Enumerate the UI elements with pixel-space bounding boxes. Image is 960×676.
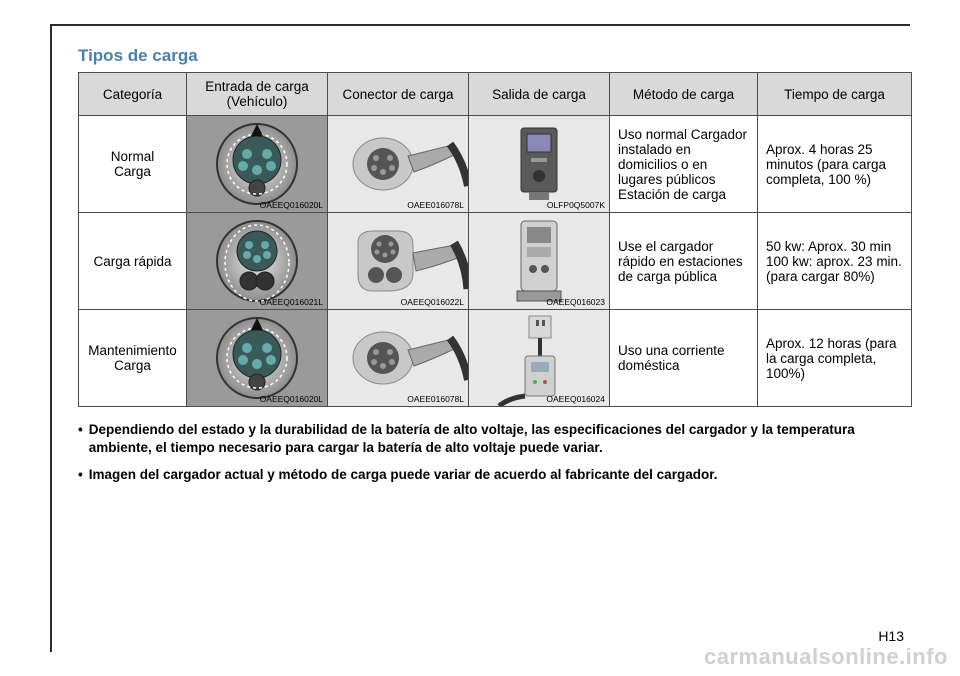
cell-method: Uso una corriente doméstica bbox=[610, 310, 758, 407]
cell-connector-image: OAEE016078L bbox=[328, 310, 469, 407]
cell-time: 50 kw: Aprox. 30 min 100 kw: aprox. 23 m… bbox=[758, 213, 912, 310]
table-row: Carga rápida bbox=[79, 213, 912, 310]
bullet-icon: • bbox=[78, 466, 83, 484]
col-method: Método de carga bbox=[610, 73, 758, 116]
col-connector: Conector de carga bbox=[328, 73, 469, 116]
page-border-top bbox=[50, 24, 910, 26]
category-text: Mantenimiento Carga bbox=[88, 343, 177, 373]
image-code: OAEEQ016021L bbox=[260, 297, 323, 307]
cell-connector-image: OAEE016078L bbox=[328, 116, 469, 213]
watermark: carmanualsonline.info bbox=[704, 644, 948, 670]
notes-section: • Dependiendo del estado y la durabilida… bbox=[78, 421, 912, 484]
note-item: • Dependiendo del estado y la durabilida… bbox=[78, 421, 912, 456]
bullet-icon: • bbox=[78, 421, 83, 456]
image-code: OAEEQ016024 bbox=[546, 394, 605, 404]
image-code: OAEEQ016022L bbox=[401, 297, 464, 307]
image-code: OAEE016078L bbox=[407, 394, 464, 404]
connector-type1-icon bbox=[328, 116, 468, 212]
cell-category: Normal Carga bbox=[79, 116, 187, 213]
note-text: Imagen del cargador actual y método de c… bbox=[89, 466, 718, 484]
page-border-left bbox=[50, 24, 52, 652]
section-title: Tipos de carga bbox=[78, 46, 908, 66]
fast-station-icon bbox=[469, 213, 609, 309]
col-outlet: Salida de carga bbox=[469, 73, 610, 116]
cell-outlet-image: OAEEQ016023 bbox=[469, 213, 610, 310]
cell-outlet-image: OAEEQ016024 bbox=[469, 310, 610, 407]
image-code: OAEE016078L bbox=[407, 200, 464, 210]
charging-types-table: Categoría Entrada de carga (Vehículo) Co… bbox=[78, 72, 912, 407]
image-code: OLFP0Q5007K bbox=[547, 200, 605, 210]
connector-type1-icon bbox=[328, 310, 468, 406]
image-code: OAEEQ016020L bbox=[260, 394, 323, 404]
note-item: • Imagen del cargador actual y método de… bbox=[78, 466, 912, 484]
trickle-charger-icon bbox=[469, 310, 609, 406]
category-text: Normal Carga bbox=[111, 149, 155, 179]
cell-connector-image: OAEEQ016022L bbox=[328, 213, 469, 310]
col-time: Tiempo de carga bbox=[758, 73, 912, 116]
cell-category: Mantenimiento Carga bbox=[79, 310, 187, 407]
image-code: OAEEQ016020L bbox=[260, 200, 323, 210]
cell-method: Use el cargador rápido en estaciones de … bbox=[610, 213, 758, 310]
inlet-fast-icon bbox=[187, 213, 327, 309]
image-code: OAEEQ016023 bbox=[546, 297, 605, 307]
col-category: Categoría bbox=[79, 73, 187, 116]
col-inlet: Entrada de carga (Vehículo) bbox=[187, 73, 328, 116]
wall-station-icon bbox=[469, 116, 609, 212]
note-text: Dependiendo del estado y la durabilidad … bbox=[89, 421, 912, 456]
cell-inlet-image: OAEEQ016021L bbox=[187, 213, 328, 310]
page-number: H13 bbox=[878, 628, 904, 644]
cell-method: Uso normal Cargador instalado en domicil… bbox=[610, 116, 758, 213]
page: Tipos de carga Categoría Entrada de carg… bbox=[0, 0, 960, 676]
inlet-normal-icon bbox=[187, 116, 327, 212]
cell-time: Aprox. 12 horas (para la carga completa,… bbox=[758, 310, 912, 407]
cell-outlet-image: OLFP0Q5007K bbox=[469, 116, 610, 213]
cell-inlet-image: OAEEQ016020L bbox=[187, 116, 328, 213]
table-row: Mantenimiento Carga bbox=[79, 310, 912, 407]
connector-ccs-icon bbox=[328, 213, 468, 309]
inlet-normal-icon bbox=[187, 310, 327, 406]
cell-inlet-image: OAEEQ016020L bbox=[187, 310, 328, 407]
cell-time: Aprox. 4 horas 25 minutos (para carga co… bbox=[758, 116, 912, 213]
table-row: Normal Carga bbox=[79, 116, 912, 213]
cell-category: Carga rápida bbox=[79, 213, 187, 310]
table-header-row: Categoría Entrada de carga (Vehículo) Co… bbox=[79, 73, 912, 116]
